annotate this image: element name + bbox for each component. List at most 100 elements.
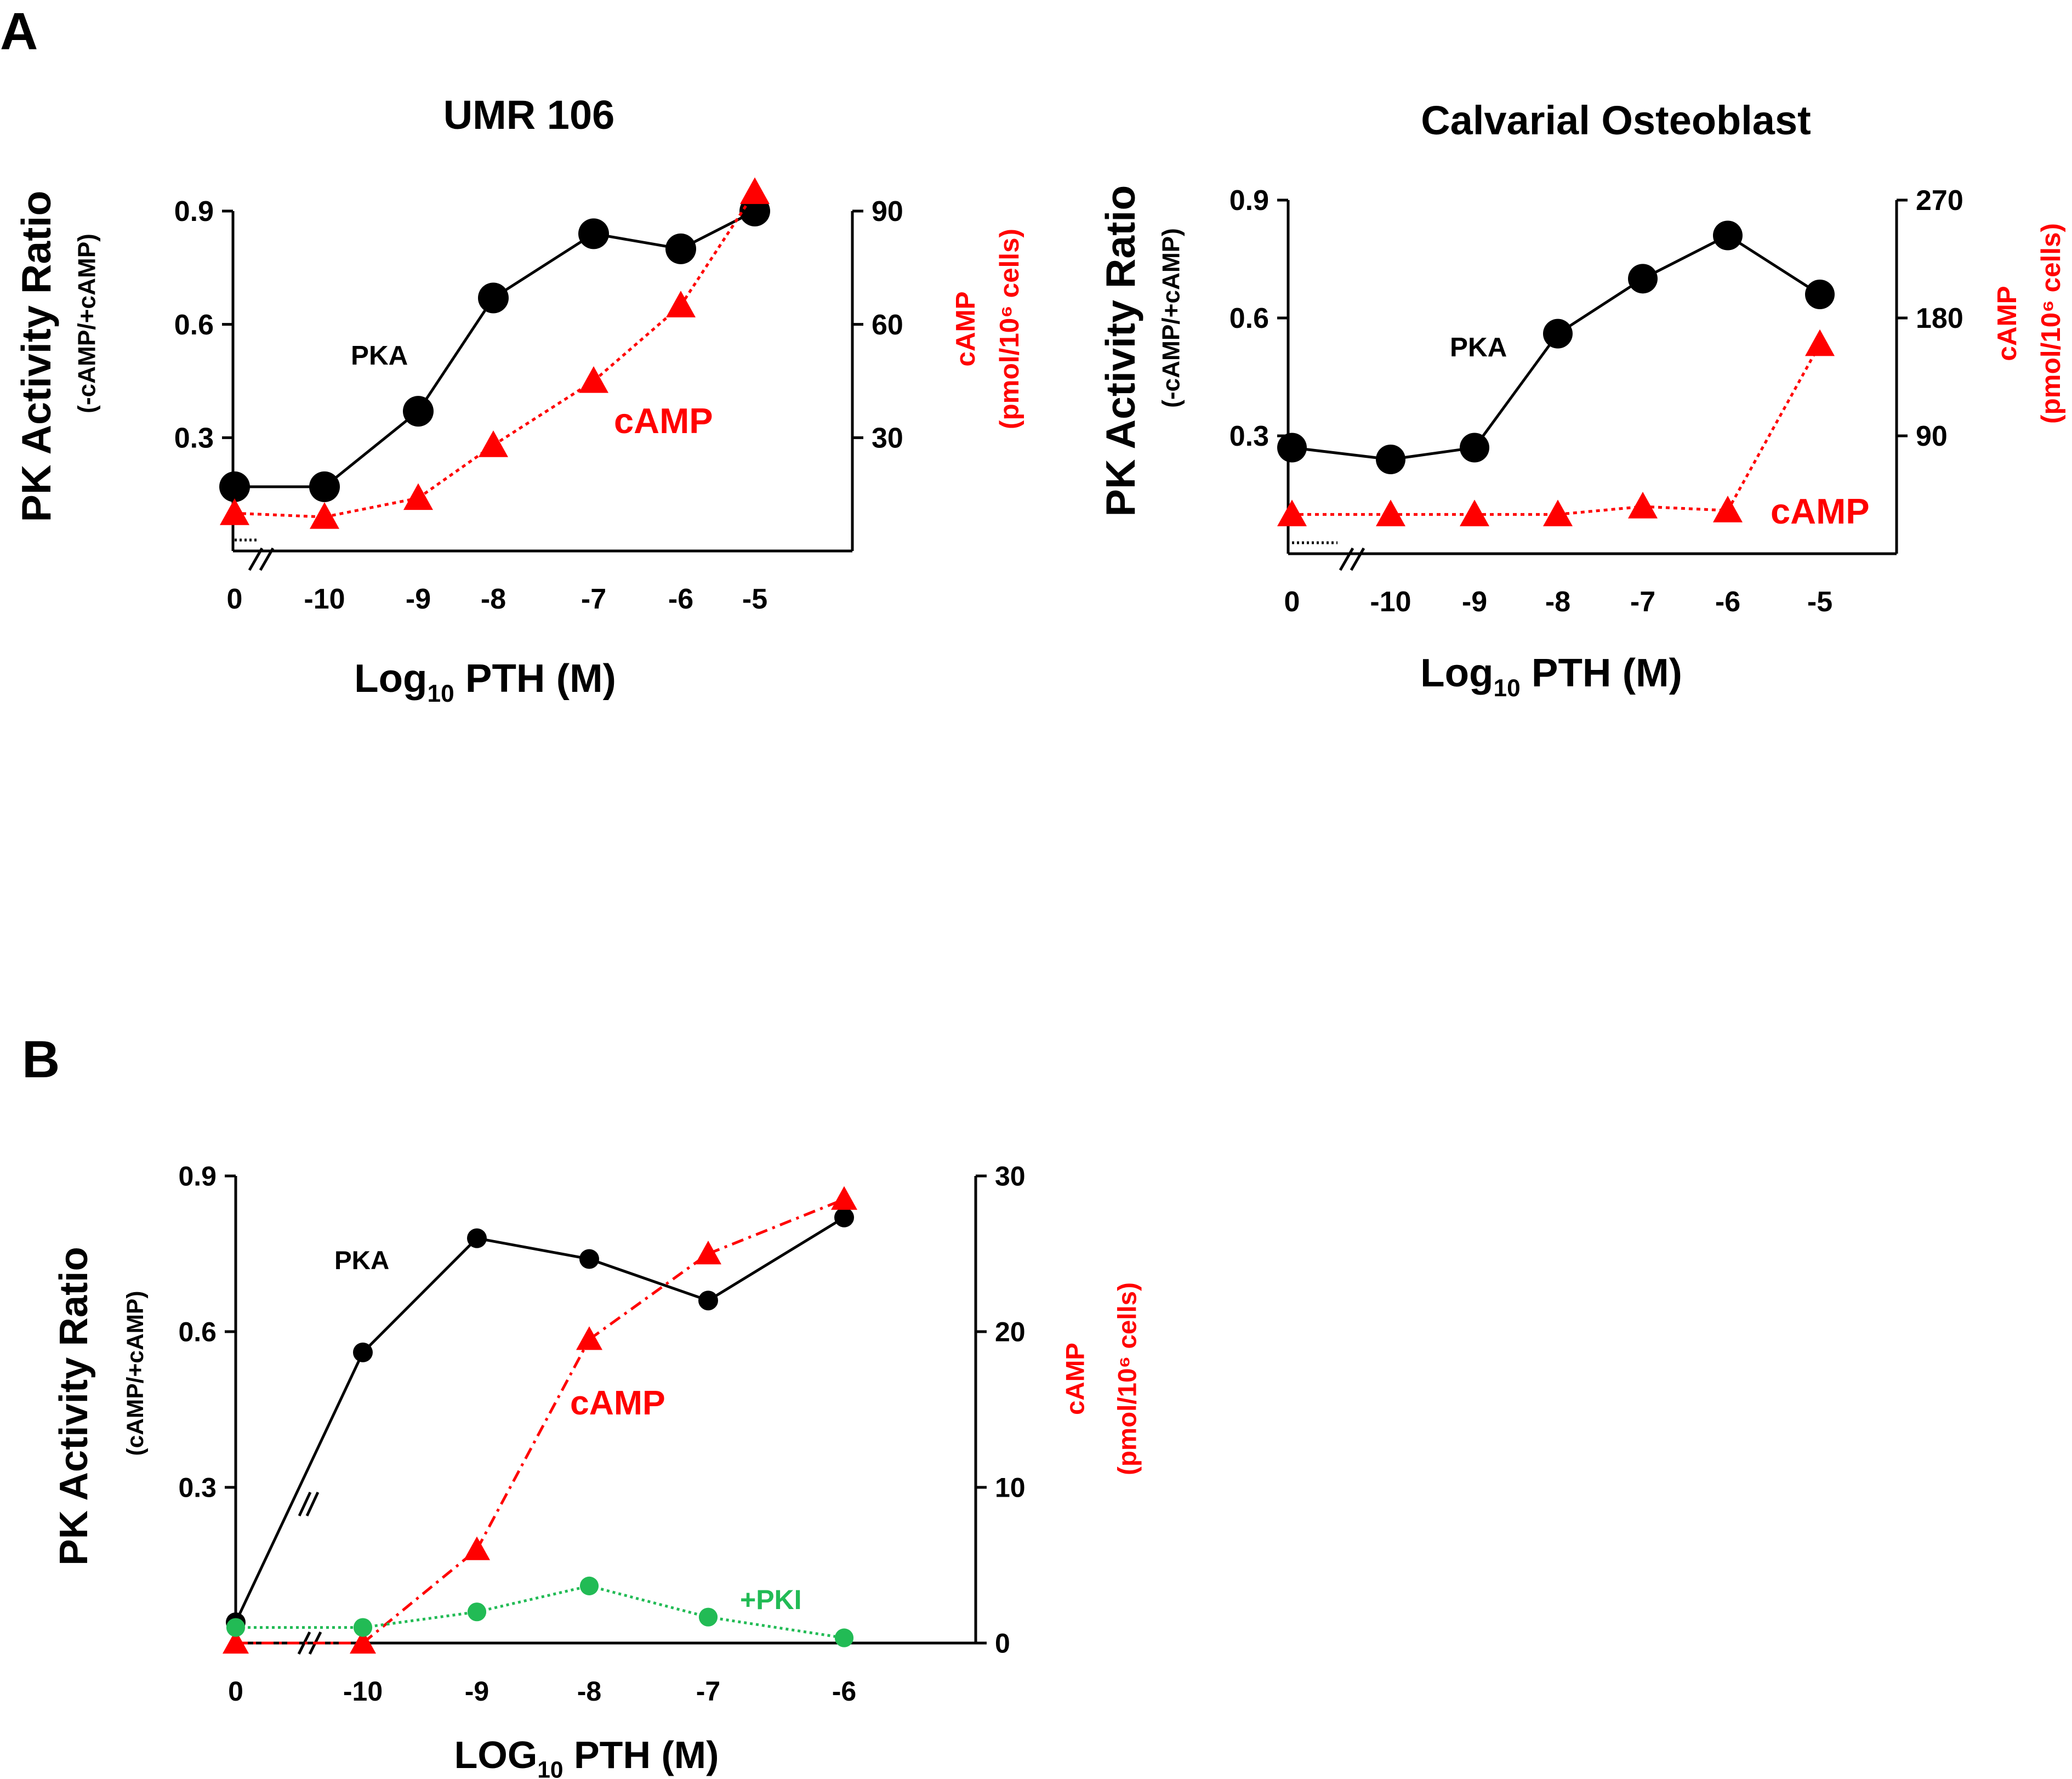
x-axis-label-main: Log: [354, 656, 427, 701]
pka-segment: [1642, 234, 1729, 280]
panel-a-label: A: [0, 2, 38, 61]
y-axis-label: PK Activity Ratio: [52, 1247, 96, 1565]
x-tick-label: -9: [406, 583, 431, 615]
pka-segment: [1473, 333, 1559, 448]
pki-segment: [589, 1584, 709, 1619]
y-axis-sublabel: (-cAMP/+cAMP): [1158, 228, 1185, 408]
y2-tick-label: 90: [872, 196, 903, 228]
pka-point: [834, 1207, 854, 1227]
camp-segment: [1642, 505, 1728, 512]
pka-segment: [476, 1237, 590, 1260]
y2-tick-label: 270: [1916, 185, 1963, 217]
pka-point: [353, 1342, 373, 1362]
pka-point: [1543, 319, 1573, 349]
pki-point: [834, 1628, 854, 1647]
pka-segment: [1291, 446, 1391, 461]
pki-point: [467, 1602, 487, 1622]
axis-break-mark: [259, 547, 275, 571]
camp-segment: [708, 1198, 845, 1255]
x-tick-label: -5: [1807, 586, 1832, 618]
camp-point: [350, 1630, 376, 1654]
y-tick-label: 0.6: [1229, 303, 1269, 334]
camp-segment: [324, 497, 419, 519]
camp-segment: [234, 511, 325, 519]
pki-segment: [476, 1584, 590, 1613]
axis-break-mark: [248, 547, 264, 571]
y2-axis-label: cAMP: [1061, 1343, 1090, 1415]
y2-tick-label: 90: [1916, 420, 1948, 452]
pka-point: [1805, 280, 1835, 309]
camp-point: [220, 498, 249, 525]
x-axis-label: Log10 PTH (M): [354, 656, 616, 707]
pka-segment: [707, 1216, 845, 1302]
pka-point: [665, 233, 696, 264]
camp-point: [831, 1186, 857, 1210]
camp-point: [579, 366, 608, 393]
pki-segment: [362, 1610, 477, 1629]
y-tick-label: 0.6: [178, 1317, 217, 1348]
x-tick-label: -6: [1715, 586, 1740, 618]
camp-series-label: cAMP: [1771, 491, 1870, 531]
camp-point: [1628, 492, 1658, 519]
pka-point: [698, 1291, 718, 1311]
pki-point: [579, 1576, 599, 1595]
x-tick-label: -7: [1630, 586, 1655, 618]
x-tick-label: -7: [581, 583, 606, 615]
x-tick-label: -6: [668, 583, 693, 615]
pki-point: [226, 1618, 246, 1637]
camp-point: [1460, 499, 1489, 526]
camp-segment: [1557, 505, 1643, 516]
pka-point: [1628, 264, 1658, 294]
camp-segment: [475, 1339, 591, 1550]
x-tick-label: 0: [227, 583, 243, 615]
camp-point: [310, 502, 339, 529]
y2-tick-label: 30: [872, 423, 903, 454]
pka-segment: [1557, 277, 1644, 335]
x-tick-label: -8: [577, 1676, 601, 1707]
pka-segment: [492, 232, 595, 299]
x-tick-label: -10: [1370, 586, 1411, 618]
chart-calvarial-osteoblast: Calvarial Osteoblast 0.3 0.6 0.9 90 180 270 0 -1…: [1097, 98, 2066, 702]
camp-point: [464, 1536, 490, 1560]
chart-umr106: UMR 106 0.3 0.6 0.9 30 60 90 0 -10 -9 -8 -7 -6 -5 Log1…: [13, 92, 1024, 707]
x-axis-label-main: LOG: [454, 1733, 538, 1776]
y2-axis-sublabel: (pmol/10⁶ cells): [994, 229, 1024, 429]
x-tick-label: -10: [304, 583, 345, 615]
pka-point: [467, 1228, 487, 1248]
y2-axis-sublabel: (pmol/10⁶ cells): [1113, 1282, 1142, 1475]
axis-break-mark: [298, 1491, 312, 1517]
camp-segment: [588, 1252, 709, 1341]
pki-point: [698, 1607, 718, 1627]
axis-break-mark: [297, 1631, 311, 1655]
x-tick-label: -5: [742, 583, 767, 615]
y-tick-label: 0.3: [178, 1473, 217, 1503]
x-tick-label: 0: [228, 1676, 243, 1707]
y-axis-sublabel: (cAMP/+cAMP): [123, 1291, 149, 1456]
camp-point: [1277, 499, 1307, 526]
pka-segment: [1727, 234, 1821, 296]
pka-point: [219, 471, 250, 502]
pka-point: [1277, 433, 1307, 463]
camp-point: [403, 483, 433, 510]
camp-segment: [362, 1548, 478, 1644]
camp-point: [740, 177, 770, 204]
camp-point: [223, 1630, 249, 1654]
pka-segment: [323, 410, 419, 488]
camp-point: [1805, 329, 1835, 356]
y-tick-label: 0.9: [174, 196, 214, 228]
y-tick-label: 0.6: [174, 309, 214, 341]
y-axis-label: PK Activity Ratio: [13, 191, 59, 522]
x-axis-label-rest: PTH (M): [454, 656, 616, 701]
axis-break-mark: [1350, 547, 1365, 571]
x-tick-label: 0: [1284, 586, 1300, 618]
camp-segment: [492, 379, 595, 447]
y2-tick-label: 0: [995, 1628, 1010, 1659]
pki-series-label: +PKI: [740, 1584, 802, 1615]
camp-series-label: cAMP: [570, 1384, 665, 1422]
camp-point: [695, 1241, 721, 1265]
pka-segment: [417, 297, 495, 412]
pka-segment: [234, 1351, 365, 1623]
y2-tick-label: 180: [1916, 303, 1963, 334]
chart-title: UMR 106: [443, 92, 615, 138]
